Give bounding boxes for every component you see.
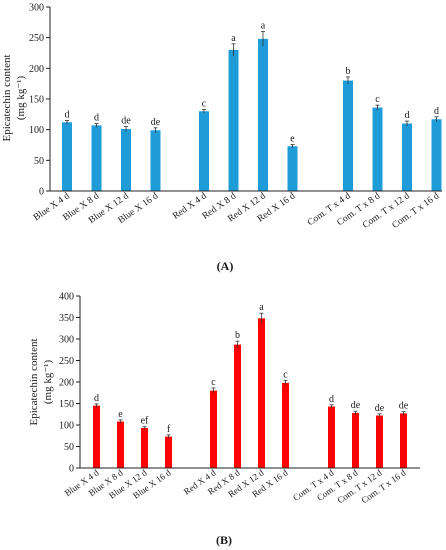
bar xyxy=(400,413,407,468)
significance-letter: de xyxy=(151,117,161,128)
y-tick-label: 250 xyxy=(29,33,44,44)
y-tick-label: 250 xyxy=(59,356,74,367)
chart-a-ylabel-line1: Epicatechin content xyxy=(1,54,13,141)
y-tick-label: 200 xyxy=(29,64,44,75)
significance-letter: c xyxy=(211,377,216,388)
chart-a-panel-label: (A) xyxy=(217,259,234,273)
chart-a-y-axis: 0 50 100 150 200 250 300 xyxy=(29,3,50,198)
bar xyxy=(165,436,172,468)
bar xyxy=(91,125,102,191)
significance-letter: a xyxy=(261,21,266,32)
bar xyxy=(372,107,383,191)
bar xyxy=(228,49,239,191)
bar xyxy=(258,318,265,468)
significance-letter: e xyxy=(290,133,295,144)
y-tick-label: 100 xyxy=(29,125,44,136)
significance-letter: d xyxy=(94,393,99,404)
bar xyxy=(150,130,161,191)
bar xyxy=(328,406,335,468)
y-tick-label: 150 xyxy=(29,95,44,106)
chart-a-significance-letters: d d de de c a a e b c d d xyxy=(65,21,440,145)
chart-b-ylabel-line1: Epicatechin content xyxy=(28,338,40,425)
significance-letter: d xyxy=(434,106,439,117)
significance-letter: de xyxy=(375,403,385,414)
bar xyxy=(258,38,268,191)
significance-letter: de xyxy=(399,401,409,412)
significance-letter: e xyxy=(118,409,123,420)
significance-letter: de xyxy=(351,400,361,411)
significance-letter: ef xyxy=(141,416,149,427)
chart-a-bars xyxy=(62,31,442,191)
y-tick-label: 50 xyxy=(34,156,44,167)
y-tick-label: 100 xyxy=(59,421,74,432)
significance-letter: c xyxy=(202,98,207,109)
significance-letter: a xyxy=(259,302,264,313)
chart-b-panel-label: (B) xyxy=(216,533,232,547)
significance-letter: a xyxy=(231,33,236,44)
y-tick-label: 50 xyxy=(64,442,74,453)
chart-b-bars xyxy=(93,312,407,468)
y-tick-label: 200 xyxy=(59,378,74,389)
y-tick-label: 150 xyxy=(59,399,74,410)
significance-letter: d xyxy=(65,109,70,120)
chart-b-ylabel-line2: (mg kg⁻¹) xyxy=(42,360,54,405)
bar xyxy=(93,405,100,468)
y-tick-label: 0 xyxy=(69,464,74,475)
y-tick-label: 300 xyxy=(59,335,74,346)
bar xyxy=(352,412,359,468)
significance-letter: d xyxy=(405,110,410,121)
y-tick-label: 300 xyxy=(29,3,44,14)
bar xyxy=(343,80,353,191)
significance-letter: d xyxy=(329,394,334,405)
significance-letter: b xyxy=(346,66,351,77)
y-tick-label: 0 xyxy=(39,187,44,198)
bar xyxy=(62,122,72,191)
significance-letter: de xyxy=(121,116,131,127)
chart-b: Epicatechin content (mg kg⁻¹) 0 50 100 150 2… xyxy=(28,292,420,547)
bar xyxy=(234,344,241,468)
chart-a: Epicatechin content (mg kg⁻¹) 0 50 100 150 2… xyxy=(1,3,442,273)
significance-letter: b xyxy=(235,330,240,341)
bar xyxy=(199,111,209,191)
y-tick-label: 350 xyxy=(59,313,74,324)
significance-letter: c xyxy=(375,94,380,105)
bar xyxy=(376,415,383,468)
bar xyxy=(121,129,131,191)
significance-letter: f xyxy=(167,424,171,435)
significance-letter: d xyxy=(94,113,99,124)
bar xyxy=(117,421,124,468)
chart-b-y-axis: 0 50 100 150 200 250 300 350 400 xyxy=(59,292,80,475)
significance-letter: c xyxy=(283,369,288,380)
chart-a-ylabel-line2: (mg kg⁻¹) xyxy=(15,76,27,121)
y-tick-label: 400 xyxy=(59,292,74,303)
bar xyxy=(282,382,289,468)
bar xyxy=(141,428,148,468)
bar xyxy=(402,123,412,191)
bar xyxy=(287,146,298,191)
bar xyxy=(210,390,217,468)
bar xyxy=(431,119,442,191)
